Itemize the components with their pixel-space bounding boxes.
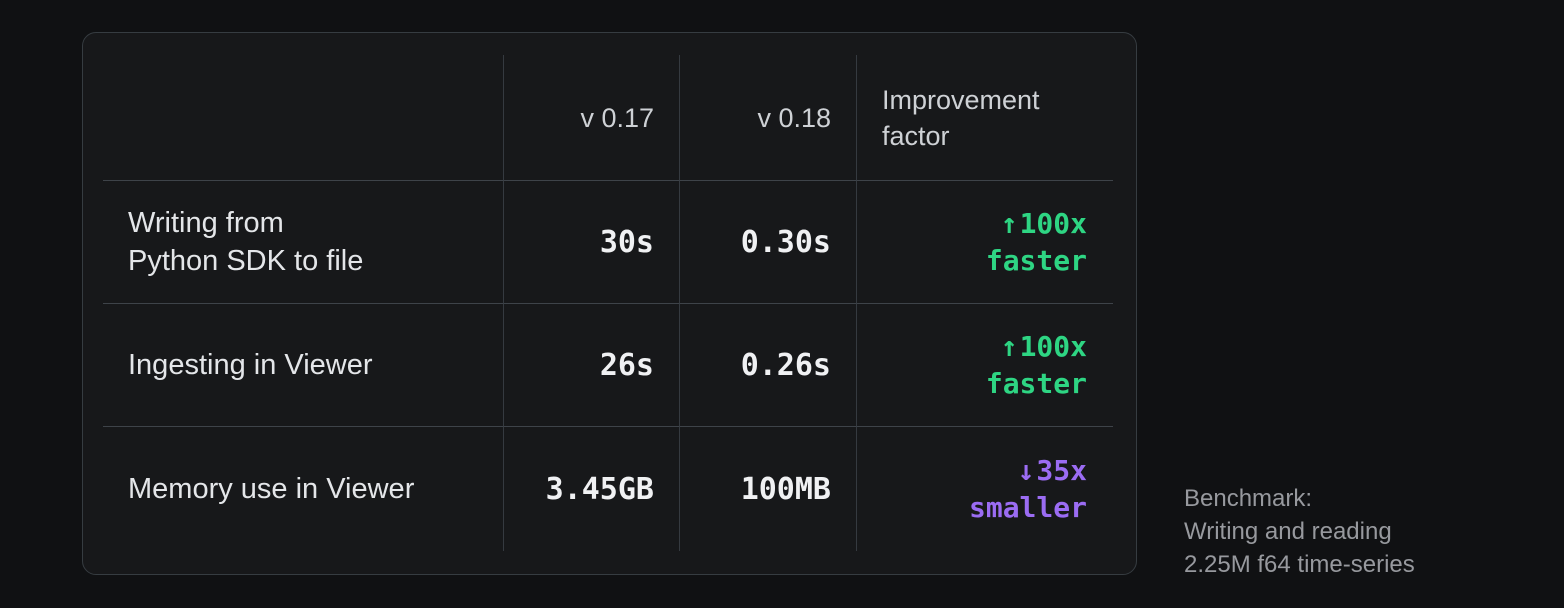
improvement-value: 100x xyxy=(1019,330,1087,363)
improvement-word: smaller xyxy=(968,491,1087,524)
row2-v017-value: 26s xyxy=(504,304,680,427)
row3-v018-value: 100MB xyxy=(680,427,857,551)
benchmark-table: v 0.17 v 0.18 Improvement factor Writing… xyxy=(103,55,1113,551)
row-label-writing-from-python-sdk: Writing from Python SDK to file xyxy=(103,181,504,304)
row1-improvement-factor: ↑100x faster xyxy=(857,181,1113,304)
improvement-word: faster xyxy=(985,367,1087,400)
row3-v017-value: 3.45GB xyxy=(504,427,680,551)
row-label-memory-use-in-viewer: Memory use in Viewer xyxy=(103,427,504,551)
arrow-down-icon: ↓ xyxy=(1017,454,1035,487)
row2-improvement-factor: ↑100x faster xyxy=(857,304,1113,427)
column-header-v018: v 0.18 xyxy=(680,55,857,181)
improvement-value: 35x xyxy=(1036,454,1087,487)
arrow-up-icon: ↑ xyxy=(1000,207,1018,240)
column-header-empty xyxy=(103,55,504,181)
improvement-value: 100x xyxy=(1019,207,1087,240)
column-header-improvement-factor: Improvement factor xyxy=(857,55,1113,181)
improvement-line: ↓35x xyxy=(969,452,1087,489)
benchmark-caption: Benchmark: Writing and reading 2.25M f64… xyxy=(1184,485,1415,578)
improvement-line: ↑100x xyxy=(986,328,1087,365)
row-label-ingesting-in-viewer: Ingesting in Viewer xyxy=(103,304,504,427)
arrow-up-icon: ↑ xyxy=(1000,330,1018,363)
improvement-word: faster xyxy=(985,244,1087,277)
column-header-v017: v 0.17 xyxy=(504,55,680,181)
row2-v018-value: 0.26s xyxy=(680,304,857,427)
row1-v018-value: 0.30s xyxy=(680,181,857,304)
improvement-line: ↑100x xyxy=(986,205,1087,242)
row1-v017-value: 30s xyxy=(504,181,680,304)
row3-improvement-factor: ↓35x smaller xyxy=(857,427,1113,551)
